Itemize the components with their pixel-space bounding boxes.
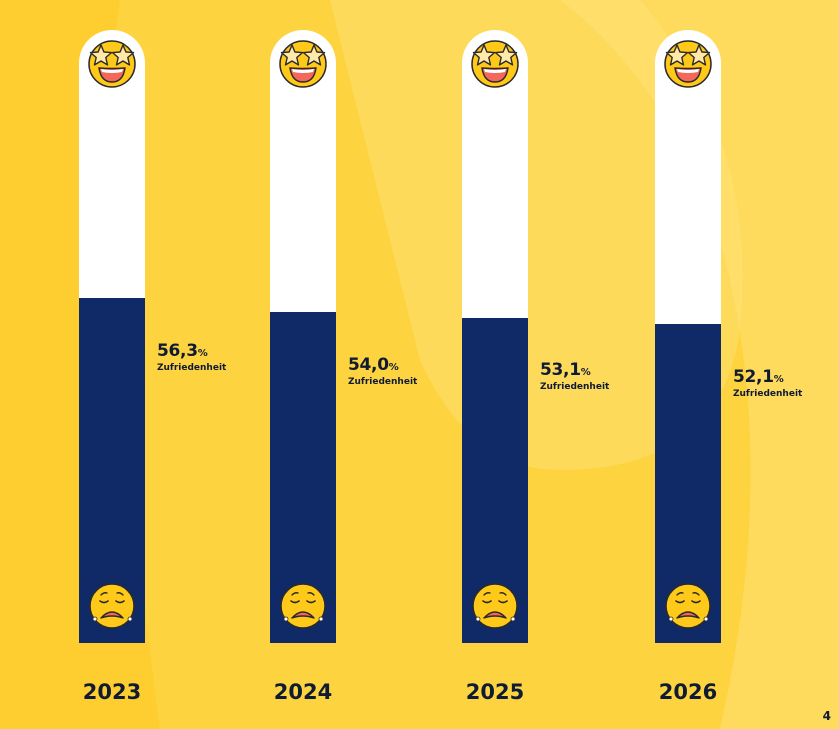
x-tick-label: 2025 — [465, 680, 525, 704]
data-label-caption: Zufriedenheit — [157, 362, 227, 373]
data-label: 54,0% — [348, 354, 399, 375]
data-label-unit: % — [773, 373, 784, 385]
bar-track — [655, 30, 721, 643]
x-tick-label: 2024 — [273, 680, 333, 704]
data-label-unit: % — [580, 367, 591, 379]
data-label-unit: % — [388, 361, 399, 373]
data-label-caption: Zufriedenheit — [540, 382, 610, 393]
star-struck-emoji-icon — [88, 40, 136, 88]
x-tick-label: 2026 — [658, 680, 718, 704]
data-label: 53,1% — [540, 360, 591, 381]
x-tick-label: 2023 — [82, 680, 142, 704]
star-struck-emoji-icon — [664, 40, 712, 88]
data-label-unit: % — [197, 347, 208, 359]
data-label-caption: Zufriedenheit — [733, 388, 803, 399]
data-label: 56,3% — [157, 340, 208, 361]
data-label: 52,1% — [733, 366, 784, 387]
data-label-value: 54,0 — [348, 354, 389, 375]
star-struck-emoji-icon — [471, 40, 519, 88]
sad-face-emoji-icon — [280, 583, 326, 629]
bar-column-2024: 54,0% Zufriedenheit 2024 — [270, 0, 470, 729]
data-label-value: 52,1 — [733, 366, 774, 387]
bar-track — [270, 30, 336, 643]
bar-column-2023: 56,3% Zufriedenheit 2023 — [79, 0, 279, 729]
data-label-value: 56,3 — [157, 340, 198, 361]
sad-face-emoji-icon — [665, 583, 711, 629]
bar-track — [79, 30, 145, 643]
data-label-value: 53,1 — [540, 360, 581, 381]
bar-column-2026: 52,1% Zufriedenheit 2026 — [655, 0, 839, 729]
bar-column-2025: 53,1% Zufriedenheit 2025 — [462, 0, 662, 729]
sad-face-emoji-icon — [472, 583, 518, 629]
star-struck-emoji-icon — [279, 40, 327, 88]
sad-face-emoji-icon — [89, 583, 135, 629]
bar-track — [462, 30, 528, 643]
page-number: 4 — [822, 709, 831, 723]
data-label-caption: Zufriedenheit — [348, 376, 418, 387]
